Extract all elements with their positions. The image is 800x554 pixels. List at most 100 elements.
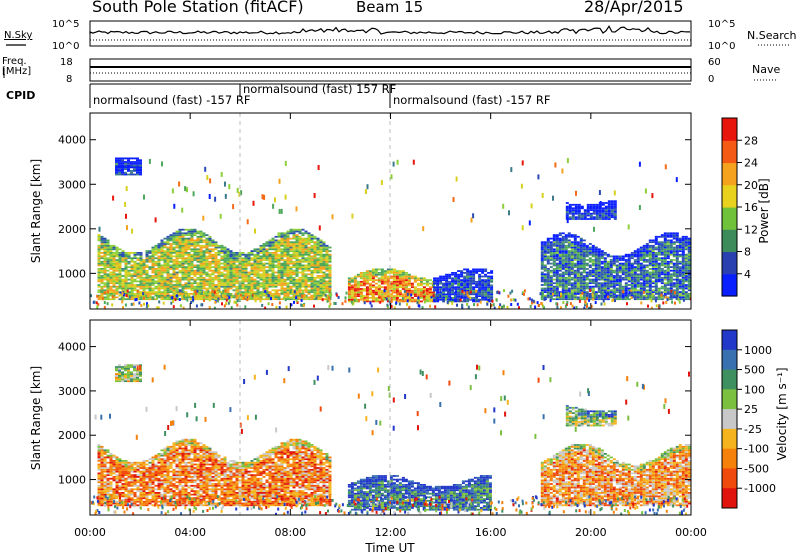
power-cell	[663, 241, 667, 244]
power-speckle	[300, 303, 303, 307]
power-cell	[678, 285, 682, 288]
power-cell	[380, 300, 384, 303]
power-cell	[576, 273, 580, 276]
power-cell	[172, 264, 176, 267]
power-cell	[606, 291, 610, 293]
power-cell	[466, 280, 470, 283]
power-cell	[130, 252, 134, 254]
power-cell	[133, 170, 136, 172]
power-cell	[582, 264, 586, 267]
power-cell	[97, 250, 101, 252]
power-cell	[678, 241, 682, 244]
power-cell	[232, 294, 236, 297]
power-cell	[127, 164, 130, 167]
power-cell	[322, 278, 326, 281]
power-cell	[103, 246, 107, 249]
power-cell	[193, 285, 197, 288]
power-cell	[580, 216, 584, 219]
power-cell	[543, 276, 547, 279]
power-cell	[601, 203, 605, 206]
power-cell	[259, 246, 263, 249]
power-cell	[454, 282, 458, 285]
power-cell	[289, 276, 293, 279]
power-cell	[286, 276, 290, 279]
power-cell	[97, 273, 101, 276]
power-cell	[451, 298, 455, 301]
power-cell	[588, 264, 592, 267]
power-cell	[100, 271, 104, 274]
power-speckle	[406, 302, 408, 306]
power-cell	[280, 289, 284, 292]
power-speckle	[222, 289, 225, 293]
power-cell	[687, 248, 691, 251]
power-speckle	[410, 293, 413, 297]
power-cell	[307, 232, 311, 235]
power-cell	[118, 255, 122, 258]
power-cell	[202, 282, 206, 285]
power-cell	[160, 287, 164, 290]
power-cell	[576, 250, 580, 252]
power-cell	[298, 285, 302, 288]
power-cell	[555, 268, 559, 270]
power-cell	[594, 266, 598, 268]
power-cell	[244, 260, 248, 263]
power-cell	[555, 259, 559, 261]
power-cell	[583, 209, 587, 211]
power-cell	[277, 264, 281, 267]
power-cell	[630, 287, 634, 290]
power-cell	[663, 291, 667, 293]
power-cell	[463, 295, 467, 297]
power-cell	[472, 282, 476, 285]
power-cell	[573, 298, 577, 301]
power-cell	[244, 294, 248, 297]
power-cell	[283, 268, 287, 270]
power-cell	[172, 235, 176, 238]
power-cell	[588, 259, 592, 261]
power-cell	[178, 262, 182, 265]
power-cell	[106, 275, 110, 277]
power-cell	[666, 293, 670, 295]
power-cell	[386, 284, 390, 287]
power-cell	[100, 239, 104, 242]
power-cell	[603, 280, 607, 283]
power-cell	[241, 264, 245, 267]
power-cell	[166, 280, 170, 283]
power-cell	[139, 159, 142, 162]
power-cell	[546, 285, 550, 288]
power-cell	[169, 296, 173, 299]
power-cell	[148, 257, 152, 260]
power-cell	[594, 260, 598, 263]
power-cell	[235, 264, 239, 267]
power-cell	[211, 243, 215, 245]
power-cell	[181, 291, 185, 293]
power-cell	[672, 248, 676, 251]
power-cell	[567, 276, 571, 279]
power-cell	[472, 268, 476, 271]
power-cell	[675, 260, 679, 263]
power-cell	[463, 286, 467, 289]
power-cell	[383, 275, 387, 278]
power-cell	[484, 298, 488, 301]
power-cell	[591, 255, 595, 258]
power-cell	[666, 287, 670, 290]
power-cell	[175, 250, 179, 252]
power-cell	[433, 300, 437, 303]
power-cell	[310, 262, 314, 265]
power-cell	[217, 250, 221, 252]
power-cell	[570, 285, 574, 288]
power-cell	[368, 279, 372, 281]
power-cell	[422, 282, 426, 285]
power-cell	[256, 298, 260, 301]
power-cell	[298, 243, 302, 245]
power-cell	[178, 230, 182, 233]
power-cell	[633, 252, 637, 254]
power-cell	[148, 278, 152, 281]
power-cell	[490, 293, 494, 296]
power-cell	[594, 293, 598, 295]
power-cell	[247, 257, 251, 260]
power-cell	[181, 243, 185, 245]
power-cell	[675, 264, 679, 267]
power-cell	[404, 275, 408, 278]
power-cell	[636, 296, 640, 299]
power-speckle	[629, 289, 632, 293]
